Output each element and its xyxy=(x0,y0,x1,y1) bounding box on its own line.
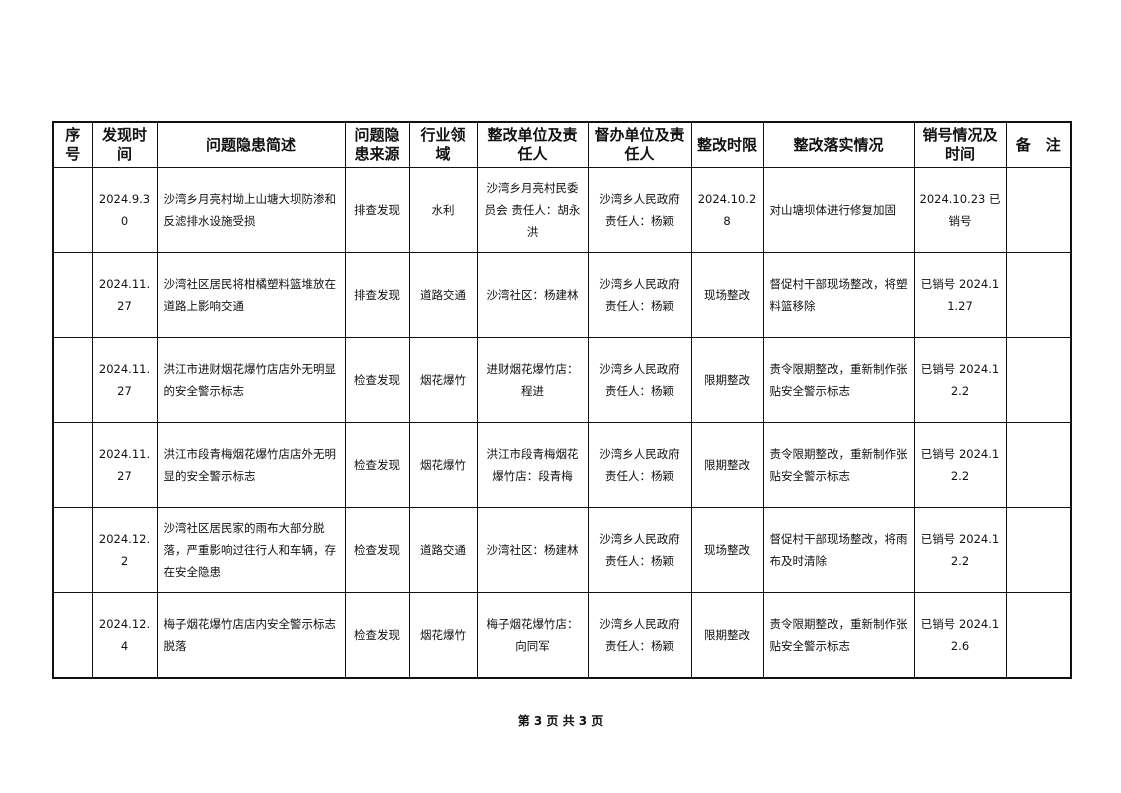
hazard-table: 序号 发现时间 问题隐患简述 问题隐患来源 行业领域 整改单位及责任人 督办单位及责任人 整改… xyxy=(52,121,1072,679)
cell-description: 沙湾乡月亮村坳上山塘大坝防渗和反滤排水设施受损 xyxy=(156,167,346,253)
cell-index xyxy=(52,422,93,508)
cell-found-date: 2024.11.27 xyxy=(91,252,158,338)
header-source: 问题隐患来源 xyxy=(344,121,410,168)
cell-rectify-status: 督促村干部现场整改，将雨布及时清除 xyxy=(762,507,915,593)
cell-remarks xyxy=(1005,337,1072,423)
cell-found-date: 2024.12.2 xyxy=(91,507,158,593)
cell-industry: 烟花爆竹 xyxy=(408,592,478,679)
cell-industry: 水利 xyxy=(408,167,478,253)
cell-remarks xyxy=(1005,252,1072,338)
cell-description: 洪江市进财烟花爆竹店店外无明显的安全警示标志 xyxy=(156,337,346,423)
cell-rectify-unit: 沙湾社区：杨建林 xyxy=(476,507,589,593)
cell-deadline: 现场整改 xyxy=(690,252,764,338)
cell-index xyxy=(52,252,93,338)
cell-closure: 已销号 2024.12.2 xyxy=(913,507,1007,593)
cell-industry: 烟花爆竹 xyxy=(408,422,478,508)
cell-supervise-unit: 沙湾乡人民政府 责任人：杨颖 xyxy=(587,592,692,679)
table-row: 2024.11.27 洪江市段青梅烟花爆竹店店外无明显的安全警示标志 检查发现 烟花爆… xyxy=(52,422,1072,508)
cell-rectify-status: 责令限期整改，重新制作张贴安全警示标志 xyxy=(762,422,915,508)
header-industry: 行业领域 xyxy=(408,121,478,168)
cell-closure: 2024.10.23 已销号 xyxy=(913,167,1007,253)
cell-deadline: 2024.10.28 xyxy=(690,167,764,253)
cell-supervise-unit: 沙湾乡人民政府 责任人：杨颖 xyxy=(587,252,692,338)
cell-index xyxy=(52,592,93,679)
header-index: 序号 xyxy=(52,121,93,168)
cell-supervise-unit: 沙湾乡人民政府 责任人：杨颖 xyxy=(587,337,692,423)
cell-source: 检查发现 xyxy=(344,337,410,423)
cell-description: 沙湾社区居民家的雨布大部分脱落，严重影响过往行人和车辆，存在安全隐患 xyxy=(156,507,346,593)
cell-supervise-unit: 沙湾乡人民政府 责任人：杨颖 xyxy=(587,167,692,253)
cell-rectify-status: 督促村干部现场整改，将塑料篮移除 xyxy=(762,252,915,338)
header-row: 序号 发现时间 问题隐患简述 问题隐患来源 行业领域 整改单位及责任人 督办单位及责任人 整改… xyxy=(52,121,1072,168)
cell-deadline: 限期整改 xyxy=(690,592,764,679)
cell-closure: 已销号 2024.12.2 xyxy=(913,337,1007,423)
cell-rectify-status: 责令限期整改，重新制作张贴安全警示标志 xyxy=(762,592,915,679)
header-rectify-status: 整改落实情况 xyxy=(762,121,915,168)
cell-description: 梅子烟花爆竹店店内安全警示标志脱落 xyxy=(156,592,346,679)
header-description: 问题隐患简述 xyxy=(156,121,346,168)
cell-source: 检查发现 xyxy=(344,592,410,679)
cell-rectify-status: 责令限期整改，重新制作张贴安全警示标志 xyxy=(762,337,915,423)
cell-description: 沙湾社区居民将柑橘塑料篮堆放在道路上影响交通 xyxy=(156,252,346,338)
cell-industry: 道路交通 xyxy=(408,252,478,338)
header-rectify-unit: 整改单位及责任人 xyxy=(476,121,589,168)
header-closure: 销号情况及时间 xyxy=(913,121,1007,168)
cell-rectify-unit: 沙湾社区：杨建林 xyxy=(476,252,589,338)
cell-deadline: 限期整改 xyxy=(690,337,764,423)
cell-supervise-unit: 沙湾乡人民政府 责任人：杨颖 xyxy=(587,507,692,593)
cell-found-date: 2024.11.27 xyxy=(91,422,158,508)
cell-deadline: 现场整改 xyxy=(690,507,764,593)
cell-found-date: 2024.9.30 xyxy=(91,167,158,253)
cell-rectify-unit: 进财烟花爆竹店：程进 xyxy=(476,337,589,423)
cell-industry: 烟花爆竹 xyxy=(408,337,478,423)
cell-source: 检查发现 xyxy=(344,422,410,508)
cell-source: 排查发现 xyxy=(344,252,410,338)
cell-remarks xyxy=(1005,507,1072,593)
cell-index xyxy=(52,167,93,253)
header-deadline: 整改时限 xyxy=(690,121,764,168)
header-supervise-unit: 督办单位及责任人 xyxy=(587,121,692,168)
cell-index xyxy=(52,507,93,593)
table-row: 2024.12.4 梅子烟花爆竹店店内安全警示标志脱落 检查发现 烟花爆竹 梅子烟花爆竹… xyxy=(52,592,1072,679)
cell-closure: 已销号 2024.11.27 xyxy=(913,252,1007,338)
table-row: 2024.11.27 沙湾社区居民将柑橘塑料篮堆放在道路上影响交通 排查发现 道路交通… xyxy=(52,252,1072,338)
page-number: 第 3 页 共 3 页 xyxy=(517,714,604,728)
cell-supervise-unit: 沙湾乡人民政府 责任人：杨颖 xyxy=(587,422,692,508)
cell-remarks xyxy=(1005,167,1072,253)
cell-source: 排查发现 xyxy=(344,167,410,253)
table-row: 2024.11.27 洪江市进财烟花爆竹店店外无明显的安全警示标志 检查发现 烟花爆竹… xyxy=(52,337,1072,423)
cell-deadline: 限期整改 xyxy=(690,422,764,508)
header-found-date: 发现时间 xyxy=(91,121,158,168)
cell-rectify-status: 对山塘坝体进行修复加固 xyxy=(762,167,915,253)
cell-found-date: 2024.11.27 xyxy=(91,337,158,423)
table-row: 2024.9.30 沙湾乡月亮村坳上山塘大坝防渗和反滤排水设施受损 排查发现 水利 沙湾… xyxy=(52,167,1072,253)
cell-rectify-unit: 梅子烟花爆竹店：向同军 xyxy=(476,592,589,679)
cell-found-date: 2024.12.4 xyxy=(91,592,158,679)
table-row: 2024.12.2 沙湾社区居民家的雨布大部分脱落，严重影响过往行人和车辆，存在安… xyxy=(52,507,1072,593)
cell-description: 洪江市段青梅烟花爆竹店店外无明显的安全警示标志 xyxy=(156,422,346,508)
cell-remarks xyxy=(1005,592,1072,679)
cell-index xyxy=(52,337,93,423)
cell-rectify-unit: 沙湾乡月亮村民委员会 责任人：胡永洪 xyxy=(476,167,589,253)
cell-closure: 已销号 2024.12.6 xyxy=(913,592,1007,679)
cell-remarks xyxy=(1005,422,1072,508)
cell-source: 检查发现 xyxy=(344,507,410,593)
cell-closure: 已销号 2024.12.2 xyxy=(913,422,1007,508)
cell-rectify-unit: 洪江市段青梅烟花爆竹店：段青梅 xyxy=(476,422,589,508)
header-remarks: 备 注 xyxy=(1005,121,1072,168)
cell-industry: 道路交通 xyxy=(408,507,478,593)
